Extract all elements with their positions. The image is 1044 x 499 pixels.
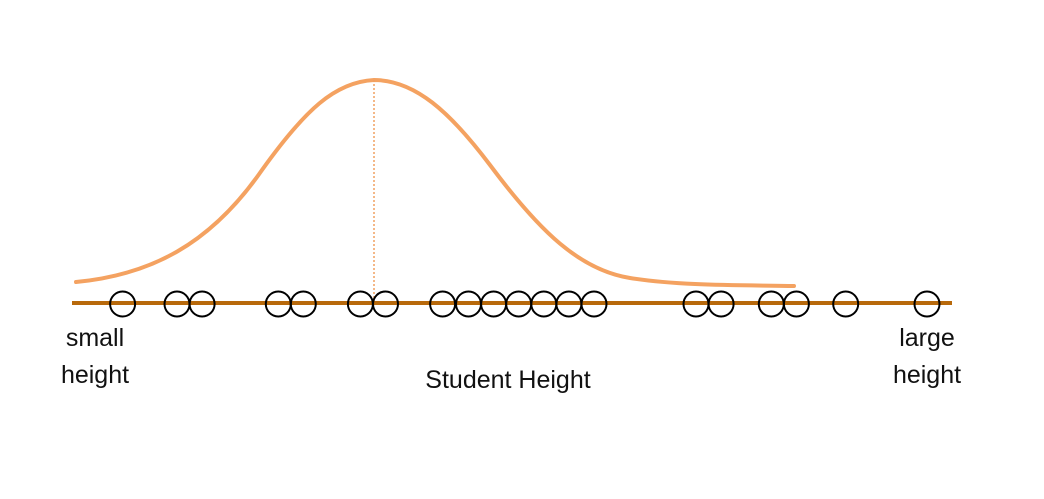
student-point-20	[913, 290, 941, 318]
student-point-19	[832, 290, 860, 318]
student-point-1	[109, 290, 137, 318]
large-height-label-line1: large	[899, 324, 955, 352]
student-height-axis-title: Student Height	[425, 366, 590, 394]
small-height-label-line1: small	[66, 324, 124, 352]
student-point-3	[188, 290, 216, 318]
student-point-18	[782, 290, 810, 318]
distribution-curve	[74, 77, 796, 288]
student-point-7	[372, 290, 399, 318]
student-points-group	[109, 290, 941, 318]
large-height-label-line2: height	[893, 361, 961, 389]
small-height-label-line2: height	[61, 361, 129, 389]
student-point-16	[707, 290, 735, 318]
student-point-5	[289, 290, 317, 318]
student-point-14	[580, 290, 608, 318]
